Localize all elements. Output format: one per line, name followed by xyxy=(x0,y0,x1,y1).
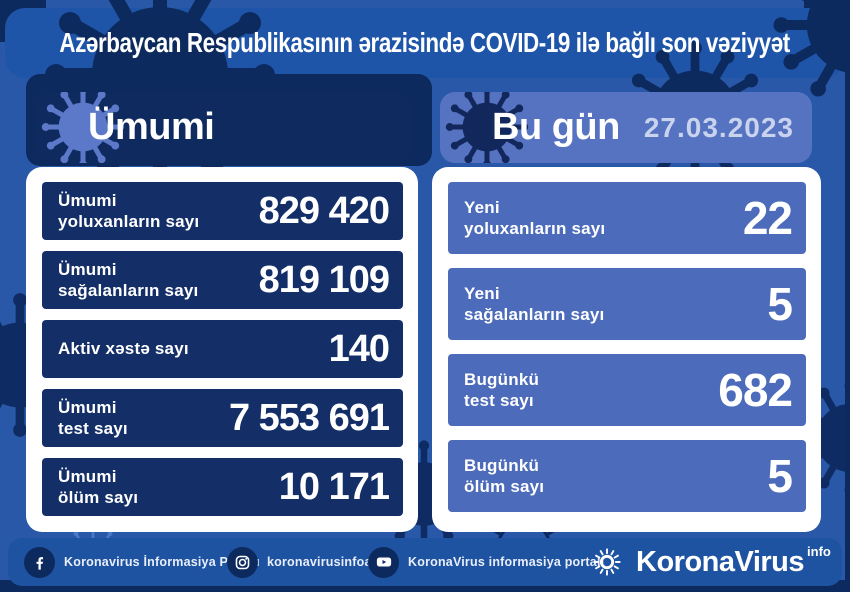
stat-label: Ümumi ölüm sayı xyxy=(58,466,138,509)
stat-label-line1: Yeni xyxy=(464,197,500,217)
facebook-icon xyxy=(24,546,55,578)
stat-label-line1: Bugünkü xyxy=(464,369,540,389)
stat-row: Ümumi ölüm sayı 10 171 xyxy=(42,458,403,516)
youtube-label: KoronaVirus informasiya portalı xyxy=(408,555,605,569)
youtube-item: KoronaVirus informasiya portalı xyxy=(368,540,604,584)
stat-label-line2: sağalanların sayı xyxy=(58,281,199,300)
stat-row: Yeni yoluxanların sayı 22 xyxy=(448,182,806,254)
logo-superscript: info xyxy=(807,543,831,559)
stat-row: Ümumi yoluxanların sayı 829 420 xyxy=(42,182,403,240)
stat-label-line1: Bugünkü xyxy=(464,455,540,475)
footer: Koronavirus İnformasiya Portalı koronavi… xyxy=(0,540,850,584)
stat-row: Aktiv xəstə sayı 140 xyxy=(42,320,403,378)
stat-label: Yeni sağalanların sayı xyxy=(464,283,604,326)
stat-value: 22 xyxy=(742,192,793,244)
stat-label: Ümumi sağalanların sayı xyxy=(58,259,198,302)
stat-value: 829 420 xyxy=(258,189,390,232)
stat-label-line2: test sayı xyxy=(58,419,128,438)
youtube-icon xyxy=(368,546,399,578)
stat-label-line1: Ümumi xyxy=(58,466,117,486)
stat-value: 819 109 xyxy=(258,258,390,301)
left-panel-title: Ümumi xyxy=(88,106,215,148)
stat-value: 10 171 xyxy=(278,465,390,508)
page-title: Azərbaycan Respublikasının ərazisində CO… xyxy=(5,8,845,78)
facebook-item: Koronavirus İnformasiya Portalı xyxy=(24,540,260,584)
stat-label: Bugünkü test sayı xyxy=(464,369,539,412)
stat-value: 7 553 691 xyxy=(228,396,390,439)
stat-value: 140 xyxy=(328,327,390,370)
logo-text: KoronaVirus xyxy=(636,545,805,578)
instagram-label: koronavirusinfoaz xyxy=(267,555,379,569)
stat-row: Bugünkü test sayı 682 xyxy=(448,354,806,426)
stat-label-line2: ölüm sayı xyxy=(58,488,139,507)
stat-value: 682 xyxy=(718,364,793,416)
instagram-icon xyxy=(227,546,258,578)
koronavirus-logo: KoronaVirus info xyxy=(588,540,831,584)
stat-value: 5 xyxy=(767,450,793,502)
stat-row: Bugünkü ölüm sayı 5 xyxy=(448,440,806,512)
totals-panel: Ümumi yoluxanların sayı 829 420 Ümumi sa… xyxy=(26,167,418,532)
stat-value: 5 xyxy=(767,278,793,330)
stat-label-line2: yoluxanların sayı xyxy=(464,219,606,238)
stat-label-line1: Ümumi xyxy=(58,190,117,210)
stat-row: Yeni sağalanların sayı 5 xyxy=(448,268,806,340)
right-panel-title: Bu gün xyxy=(492,106,620,148)
page-title-text: Azərbaycan Respublikasının ərazisində CO… xyxy=(59,27,791,58)
stat-label-line2: ölüm sayı xyxy=(464,477,545,496)
stat-row: Ümumi test sayı 7 553 691 xyxy=(42,389,403,447)
stat-label-line2: sağalanların sayı xyxy=(464,305,605,324)
stat-label: Bugünkü ölüm sayı xyxy=(464,455,544,498)
right-panel-header: Bu gün 27.03.2023 xyxy=(440,92,812,163)
virus-icon xyxy=(588,543,626,581)
date-label: 27.03.2023 xyxy=(643,111,794,143)
today-panel: Yeni yoluxanların sayı 22 Yeni sağalanla… xyxy=(432,167,821,532)
stat-label: Ümumi test sayı xyxy=(58,397,128,440)
right-edge-decor xyxy=(845,0,850,592)
stat-label: Yeni yoluxanların sayı xyxy=(464,197,605,240)
stat-label-line1: Aktiv xəstə sayı xyxy=(58,339,189,359)
stat-label-line2: test sayı xyxy=(464,391,534,410)
stat-row: Ümumi sağalanların sayı 819 109 xyxy=(42,251,403,309)
stat-label-line1: Ümumi xyxy=(58,259,117,279)
stat-label-line1: Ümumi xyxy=(58,397,117,417)
left-panel-header: Ümumi xyxy=(36,92,410,163)
instagram-item: koronavirusinfoaz xyxy=(227,540,378,584)
stat-label-line2: yoluxanların sayı xyxy=(58,212,200,231)
stat-label-line1: Yeni xyxy=(464,283,500,303)
stat-label: Ümumi yoluxanların sayı xyxy=(58,190,199,233)
stat-label: Aktiv xəstə sayı xyxy=(58,338,189,359)
